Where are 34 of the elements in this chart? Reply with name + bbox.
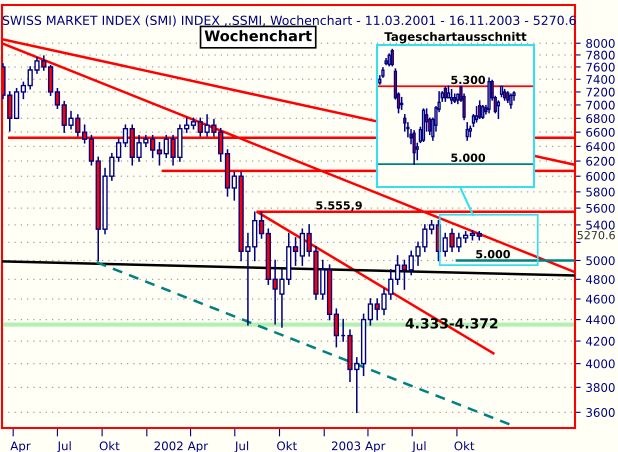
y-tick-label: 7600 — [586, 62, 615, 72]
text: 5270.6 — [578, 230, 615, 240]
y-tick-label: 6000 — [586, 172, 615, 181]
y-tick-label: 4800 — [586, 275, 615, 284]
y-tick-label: 8000 — [586, 38, 615, 48]
y-tick-label: 7000 — [586, 100, 615, 110]
y-tick-label: 4200 — [586, 336, 615, 346]
y-tick-label: 7400 — [586, 75, 615, 84]
y-tick-label: 7200 — [586, 88, 615, 97]
y-tick-label: 7800 — [586, 50, 615, 60]
y-tick-label: 5400 — [586, 220, 615, 230]
x-tick-label: 2003 — [332, 441, 360, 450]
x-tick-label: Okt — [100, 441, 120, 450]
y-tick-label: 3600 — [586, 408, 615, 417]
y-tick-label: 6800 — [586, 114, 615, 124]
y-tick-label: 6200 — [586, 156, 615, 166]
annotation: 5.000 — [476, 250, 510, 258]
y-tick-label: 4000 — [586, 359, 615, 368]
y-tick-label: 5800 — [586, 188, 615, 197]
x-tick-label: 2002 — [154, 441, 183, 450]
y-tick-label: 4400 — [586, 315, 615, 324]
annotation: 5.000 — [451, 154, 486, 162]
y-tick-label: 5000 — [586, 256, 615, 266]
y-tick-label: 6400 — [586, 142, 615, 152]
y-tick-label: 3800 — [586, 383, 615, 392]
x-tick-label: Okt — [277, 441, 297, 450]
annotation: 5.555,9 — [316, 201, 362, 212]
y-tick-label: 6600 — [586, 128, 615, 137]
x-tick-label: Okt — [454, 441, 474, 450]
y-tick-label: 4600 — [586, 294, 615, 304]
annotation: 5.300 — [451, 76, 486, 84]
text: Wochenchart — [204, 30, 312, 42]
chart-title: Tageschartausschnitt — [384, 32, 526, 44]
y-tick-label: 5600 — [586, 204, 615, 213]
